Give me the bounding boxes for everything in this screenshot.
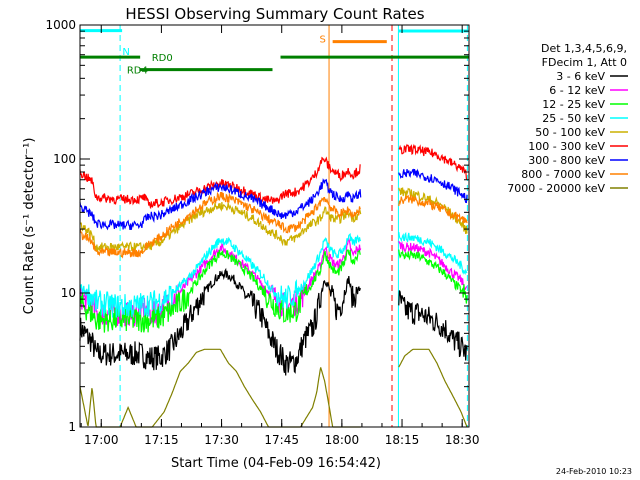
y-axis-label: Count Rate (s⁻¹ detector⁻¹) — [22, 138, 37, 315]
series-line — [79, 178, 362, 231]
series-line-segment-2 — [398, 249, 468, 304]
series-3 — [79, 231, 468, 318]
annotation-label: RD0 — [152, 53, 173, 64]
annotation-label: RD4 — [127, 66, 148, 77]
series-layer — [79, 143, 468, 428]
x-tick-label: 17:30 — [204, 433, 239, 447]
y-tick-label: 1 — [68, 420, 76, 434]
legend-label: 12 - 25 keV — [542, 98, 605, 111]
x-tick-label: 18:00 — [325, 433, 360, 447]
series-line — [79, 249, 361, 333]
series-line-segment-2 — [398, 348, 468, 428]
x-tick-label: 17:45 — [264, 433, 299, 447]
legend-header-line-1: Det 1,3,4,5,6,9, — [541, 42, 627, 55]
y-tick-label: 10 — [61, 286, 76, 300]
y-tick-label: 100 — [53, 152, 76, 166]
series-line — [79, 348, 361, 428]
series-line — [79, 201, 362, 253]
annotation-label: N — [122, 47, 129, 58]
series-line — [79, 156, 361, 209]
legend-label: 50 - 100 keV — [535, 126, 605, 139]
legend-label: 300 - 800 keV — [528, 154, 605, 167]
legend-header-line-2: FDecim 1, Att 0 — [542, 56, 627, 69]
x-tick-label: 18:30 — [445, 433, 480, 447]
series-7 — [79, 191, 468, 259]
plot-frame — [79, 24, 470, 428]
legend: Det 1,3,4,5,6,9, FDecim 1, Att 0 3 - 6 k… — [507, 42, 628, 195]
y-tick-label: 1000 — [45, 18, 76, 32]
series-line — [79, 267, 362, 376]
annotation-label: S — [319, 35, 325, 46]
series-8 — [79, 348, 468, 428]
series-line-segment-2 — [398, 290, 468, 361]
x-axis: 17:00 17:15 17:30 17:45 18:00 18:15 18:30 — [80, 25, 480, 447]
series-line-segment-2 — [398, 187, 468, 235]
legend-label: 100 - 300 keV — [528, 140, 605, 153]
series-line-segment-2 — [398, 240, 467, 292]
legend-label: 7000 - 20000 keV — [507, 182, 605, 195]
series-line — [79, 191, 361, 259]
series-0 — [79, 267, 468, 376]
series-line-segment-2 — [398, 194, 468, 224]
legend-label: 800 - 7000 keV — [521, 168, 605, 181]
series-5 — [79, 143, 468, 209]
series-line — [79, 233, 362, 318]
legend-label: 25 - 50 keV — [542, 112, 605, 125]
state-annotations: N S RD0 RD4 — [80, 29, 469, 77]
legend-label: 3 - 6 keV — [556, 70, 605, 83]
series-line-segment-2 — [398, 143, 468, 180]
x-tick-label: 17:00 — [84, 433, 119, 447]
chart-title: HESSI Observing Summary Count Rates — [125, 5, 424, 23]
series-line-segment-2 — [398, 231, 468, 276]
series-line-segment-2 — [398, 168, 468, 204]
y-axis: 1 10 100 1000 — [45, 18, 469, 434]
footer-timestamp: 24-Feb-2010 10:23 — [556, 467, 632, 476]
legend-label: 6 - 12 keV — [549, 84, 605, 97]
x-tick-label: 18:15 — [385, 433, 420, 447]
x-tick-label: 17:15 — [144, 433, 179, 447]
x-axis-label: Start Time (04-Feb-09 16:54:42) — [171, 456, 381, 471]
series-6 — [79, 168, 468, 231]
